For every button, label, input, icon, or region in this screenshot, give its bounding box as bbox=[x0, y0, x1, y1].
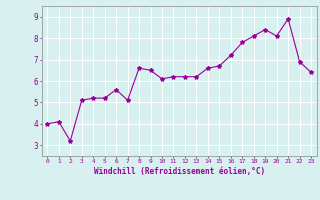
X-axis label: Windchill (Refroidissement éolien,°C): Windchill (Refroidissement éolien,°C) bbox=[94, 167, 265, 176]
